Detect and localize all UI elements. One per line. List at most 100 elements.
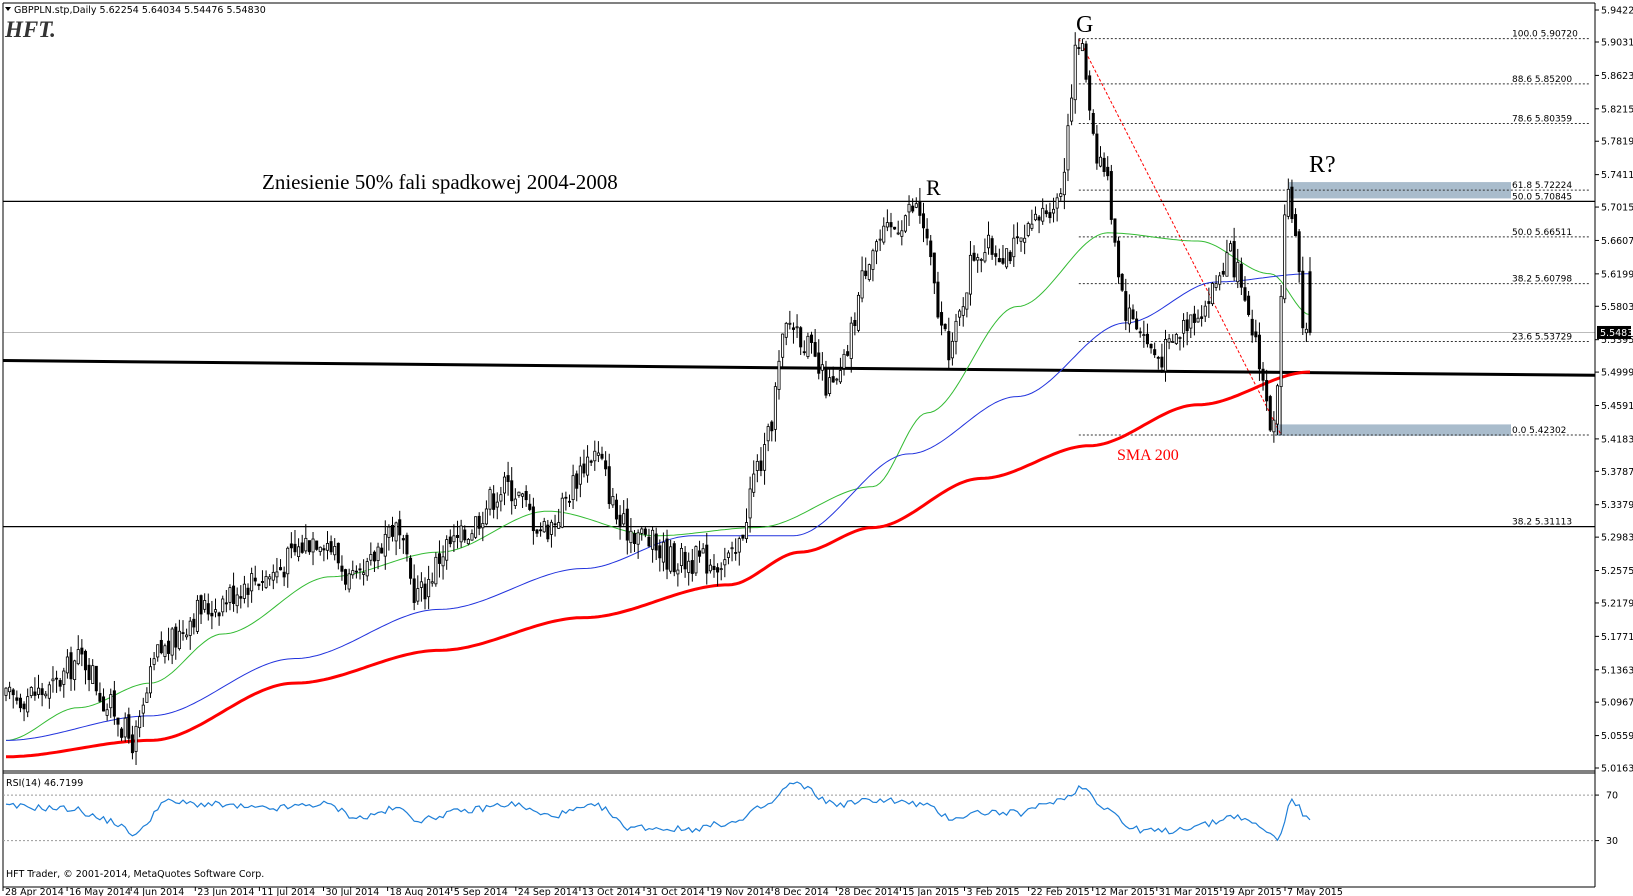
candle-body xyxy=(643,528,647,535)
candle-body xyxy=(654,533,658,551)
candle-body xyxy=(810,334,814,343)
candle-body xyxy=(488,489,492,510)
x-tick-label: 11 Jul 2014 xyxy=(261,887,315,896)
candle-body xyxy=(109,694,113,709)
candle-body xyxy=(651,529,655,550)
candle-body xyxy=(1265,380,1269,402)
candle-body xyxy=(495,501,499,508)
candle-body xyxy=(329,541,333,553)
candle-body xyxy=(1254,331,1258,338)
x-tick-label: 5 Sep 2014 xyxy=(454,887,508,896)
candle-body xyxy=(1048,212,1052,219)
candle-body xyxy=(1008,251,1012,262)
candle-body xyxy=(29,687,33,697)
y-tick-label: 5.01630 xyxy=(1601,764,1633,775)
sma-50-line xyxy=(5,232,1311,741)
candle-body xyxy=(344,569,348,585)
y-tick-label: 5.74110 xyxy=(1601,170,1633,181)
candle-body xyxy=(622,513,626,525)
candle-body xyxy=(1294,214,1298,236)
candle-body xyxy=(734,552,738,554)
candle-body xyxy=(846,351,850,356)
rsi-indicator: 70 30 xyxy=(3,781,1618,847)
candle-body xyxy=(102,696,106,712)
y-tick-label: 5.82150 xyxy=(1601,104,1633,115)
candle-body xyxy=(372,551,376,562)
candle-body xyxy=(297,546,301,558)
candle-body xyxy=(210,612,214,617)
candle-body xyxy=(304,537,308,552)
candle-body xyxy=(885,222,889,228)
candle-body xyxy=(903,215,907,232)
candlesticks xyxy=(4,32,1312,765)
candle-body xyxy=(470,533,474,541)
rsi-tick-label: 30 xyxy=(1606,836,1618,847)
candle-body xyxy=(961,306,965,316)
candle-body xyxy=(716,567,720,573)
candle-body xyxy=(65,656,69,674)
candle-body xyxy=(1210,283,1214,305)
candle-body xyxy=(896,232,900,235)
candle-body xyxy=(1026,223,1030,236)
candle-body xyxy=(437,553,441,564)
candle-body xyxy=(763,444,767,471)
candle-body xyxy=(784,322,788,338)
candle-body xyxy=(979,259,983,261)
fib-level-label: 88.6 5.85200 xyxy=(1512,75,1572,85)
candle-body xyxy=(788,322,792,325)
candle-body xyxy=(474,516,478,538)
candle-body xyxy=(817,352,821,374)
sma-100-line xyxy=(6,273,1310,741)
candle-body xyxy=(1153,349,1157,356)
candle-body xyxy=(1174,334,1178,344)
candle-body xyxy=(535,529,539,534)
y-tick-label: 5.05590 xyxy=(1601,731,1633,742)
candle-body xyxy=(466,539,470,545)
candle-body xyxy=(994,253,998,257)
candle-body xyxy=(423,583,427,600)
rsi-tick-label: 70 xyxy=(1606,791,1618,802)
hft-logo: HFT. xyxy=(4,17,56,42)
candle-body xyxy=(51,678,55,682)
candle-body xyxy=(893,226,897,230)
candle-body xyxy=(325,543,330,551)
x-tick-label: 4 Jun 2014 xyxy=(133,887,184,896)
candle-body xyxy=(882,225,886,243)
candle-body xyxy=(141,704,145,714)
candle-body xyxy=(76,649,80,665)
candle-body xyxy=(802,351,806,354)
x-tick-label: 18 Aug 2014 xyxy=(390,887,451,896)
fib-level-label: 78.6 5.80359 xyxy=(1512,114,1572,124)
candle-body xyxy=(1171,341,1175,343)
candle-body xyxy=(134,725,138,752)
candle-body xyxy=(1268,396,1272,431)
y-tick-label: 5.33790 xyxy=(1601,500,1633,511)
candle-body xyxy=(145,692,149,703)
candle-body xyxy=(607,466,611,505)
candle-body xyxy=(1059,193,1063,197)
candle-body xyxy=(900,230,904,237)
candle-body xyxy=(1041,207,1045,222)
candle-body xyxy=(567,500,572,503)
candle-body xyxy=(781,333,785,358)
y-tick-label: 5.94220 xyxy=(1601,6,1633,17)
candle-body xyxy=(517,491,521,496)
candle-body xyxy=(629,530,633,544)
candle-body xyxy=(524,490,528,501)
candle-body xyxy=(864,270,868,277)
resistance-label-r2: R? xyxy=(1309,152,1336,178)
dropdown-triangle-icon[interactable] xyxy=(5,7,11,11)
candle-body xyxy=(91,665,95,685)
candle-body xyxy=(177,630,181,650)
candle-body xyxy=(1225,252,1229,277)
candle-body xyxy=(932,252,936,284)
candle-body xyxy=(813,342,817,357)
candle-body xyxy=(936,281,940,318)
candle-body xyxy=(293,543,297,553)
candle-body xyxy=(36,687,41,695)
x-tick-label: 24 Sep 2014 xyxy=(518,887,578,896)
candle-body xyxy=(669,546,673,572)
candle-body xyxy=(1304,328,1308,334)
candle-body xyxy=(1156,356,1160,359)
